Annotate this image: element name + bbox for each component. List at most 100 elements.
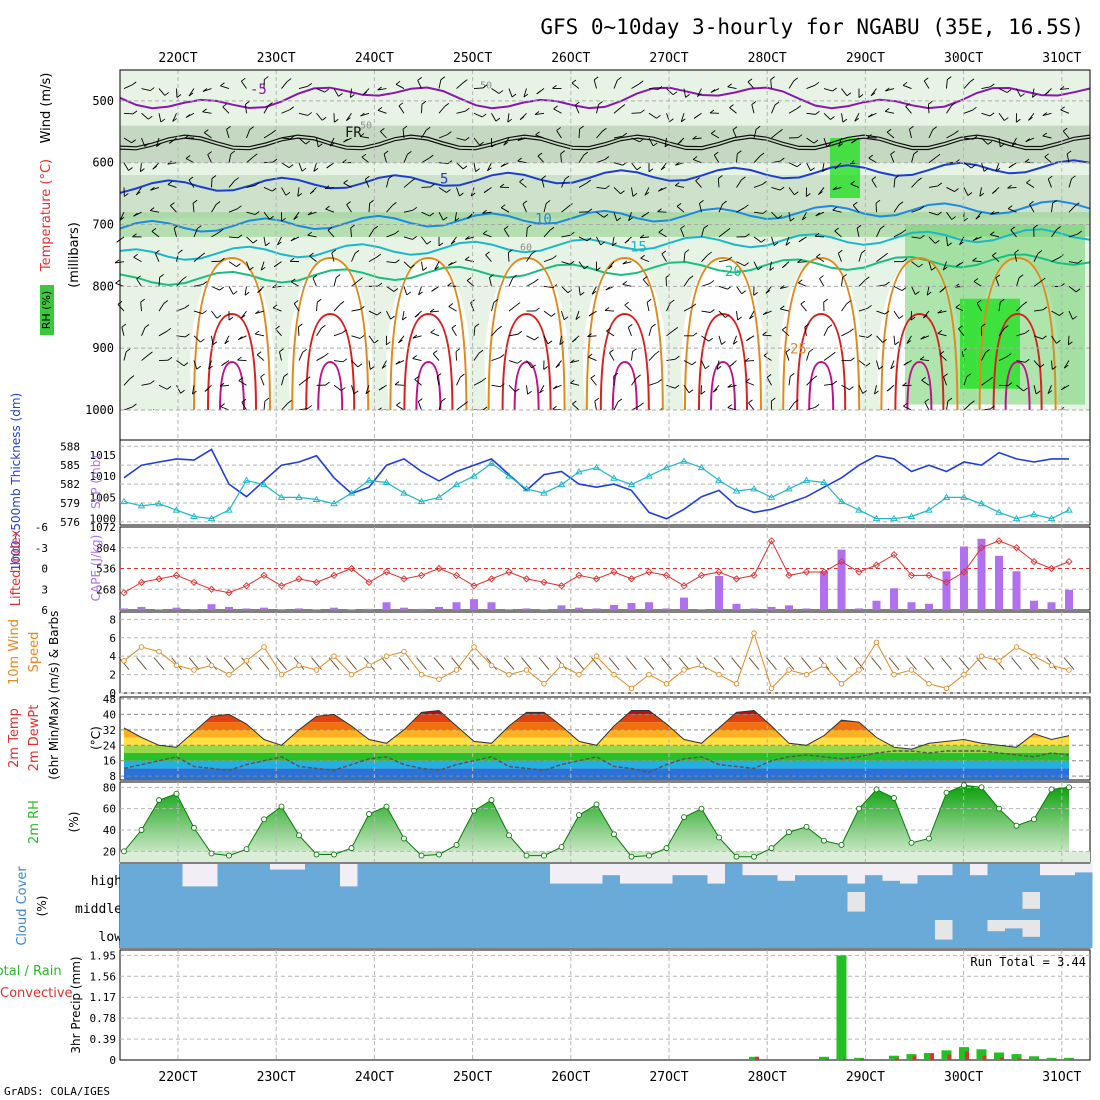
wind-barb xyxy=(591,290,597,295)
cloud-cell xyxy=(690,892,708,920)
wind-barb xyxy=(858,94,864,98)
rh-point xyxy=(401,835,407,842)
wind-barb xyxy=(412,358,422,361)
wind-barb xyxy=(241,77,246,82)
wind-barb xyxy=(386,341,391,346)
wind-barb xyxy=(430,310,440,313)
wind-barb xyxy=(946,133,955,139)
wind-barb xyxy=(620,190,625,195)
wind-barb xyxy=(429,308,435,313)
wind-point xyxy=(383,653,390,659)
wind-barb xyxy=(140,298,145,303)
wind-barb xyxy=(789,217,795,222)
cloud-cell xyxy=(812,892,830,920)
wind-barb xyxy=(132,233,137,238)
wind-barb xyxy=(959,241,964,246)
wind-barb xyxy=(648,327,652,336)
lifted-point xyxy=(365,578,373,586)
precip-convective-bar xyxy=(842,1058,847,1060)
contour-label: 15 xyxy=(630,239,647,255)
lifted-point xyxy=(820,568,828,576)
wind-barb xyxy=(876,228,881,238)
wind-barb xyxy=(417,401,422,411)
wind-barb xyxy=(721,341,726,345)
wind-barb xyxy=(747,78,753,83)
wind-barb xyxy=(590,374,596,379)
wind-barb xyxy=(290,281,300,287)
wind-barb xyxy=(339,301,345,305)
cloud-cell xyxy=(217,920,235,948)
wind-barb xyxy=(703,224,709,229)
slp-point xyxy=(312,495,321,502)
wind-barb xyxy=(264,76,269,80)
date-tick-label: 30OCT xyxy=(944,51,983,66)
wind-barb xyxy=(451,657,462,670)
wind-barb xyxy=(124,193,129,197)
wind-barb xyxy=(402,129,405,139)
slp-point xyxy=(855,506,863,513)
wind-barb xyxy=(636,166,642,171)
rh-point xyxy=(856,805,862,812)
wind-barb xyxy=(701,254,708,262)
wind-barb xyxy=(191,385,195,395)
isotherm xyxy=(193,256,271,411)
wind-barb xyxy=(543,203,547,213)
rh-point xyxy=(803,823,810,830)
lifted-point xyxy=(417,571,426,580)
wind-barb xyxy=(312,277,317,287)
wind-barb xyxy=(302,348,307,353)
wind-barb xyxy=(1044,91,1050,96)
wind-barb xyxy=(946,187,955,192)
dry-region xyxy=(681,256,765,477)
wind-barb xyxy=(624,239,630,244)
wind-barb xyxy=(438,187,447,193)
slp-point xyxy=(592,463,601,471)
wind-barb xyxy=(365,175,370,180)
isotherm xyxy=(906,360,933,411)
wind-barb xyxy=(401,311,405,321)
wind-barb xyxy=(141,327,146,336)
wind-barb xyxy=(856,228,860,238)
wind-barb xyxy=(358,277,363,282)
wind-point xyxy=(208,662,215,669)
wind-barb xyxy=(263,132,272,139)
wind-barb xyxy=(442,216,448,221)
precip-convective-bar xyxy=(930,1053,934,1060)
wind-barb xyxy=(1011,137,1017,147)
wind-barb xyxy=(695,180,702,188)
wind-barb xyxy=(456,110,466,114)
wind-barb xyxy=(219,286,224,291)
cloud-cell xyxy=(795,875,813,892)
y-axis-label: RH (%) xyxy=(40,291,53,329)
wind-barb xyxy=(349,88,352,98)
wind-barb xyxy=(771,187,781,191)
wind-barb xyxy=(700,390,706,395)
cape-bar xyxy=(382,602,391,610)
wind-barb xyxy=(263,187,273,192)
wind-barb xyxy=(479,141,484,146)
cloud-cell xyxy=(1075,920,1093,948)
wind-barb xyxy=(893,285,903,291)
wind-barb xyxy=(612,242,617,247)
wind-barb xyxy=(928,211,938,216)
cloud-cell xyxy=(1057,875,1075,892)
wind-barb xyxy=(983,167,989,172)
cloud-cell xyxy=(375,920,393,948)
wind-barb xyxy=(403,209,413,213)
wind-barb xyxy=(598,101,603,105)
wind-barb xyxy=(361,153,367,158)
cloud-cell xyxy=(987,931,1005,948)
wind-barb xyxy=(939,288,944,293)
wind-barb xyxy=(928,261,932,271)
wind-point xyxy=(698,662,705,669)
wind-barb xyxy=(255,333,265,337)
wind-barb xyxy=(290,278,296,283)
wind-barb xyxy=(154,253,160,262)
wind-barb xyxy=(395,83,405,89)
wind-barb xyxy=(433,657,445,670)
wind-barb xyxy=(500,204,506,209)
wind-barb xyxy=(561,178,566,188)
cloud-cell xyxy=(1075,892,1093,920)
wind-barb xyxy=(917,177,922,182)
